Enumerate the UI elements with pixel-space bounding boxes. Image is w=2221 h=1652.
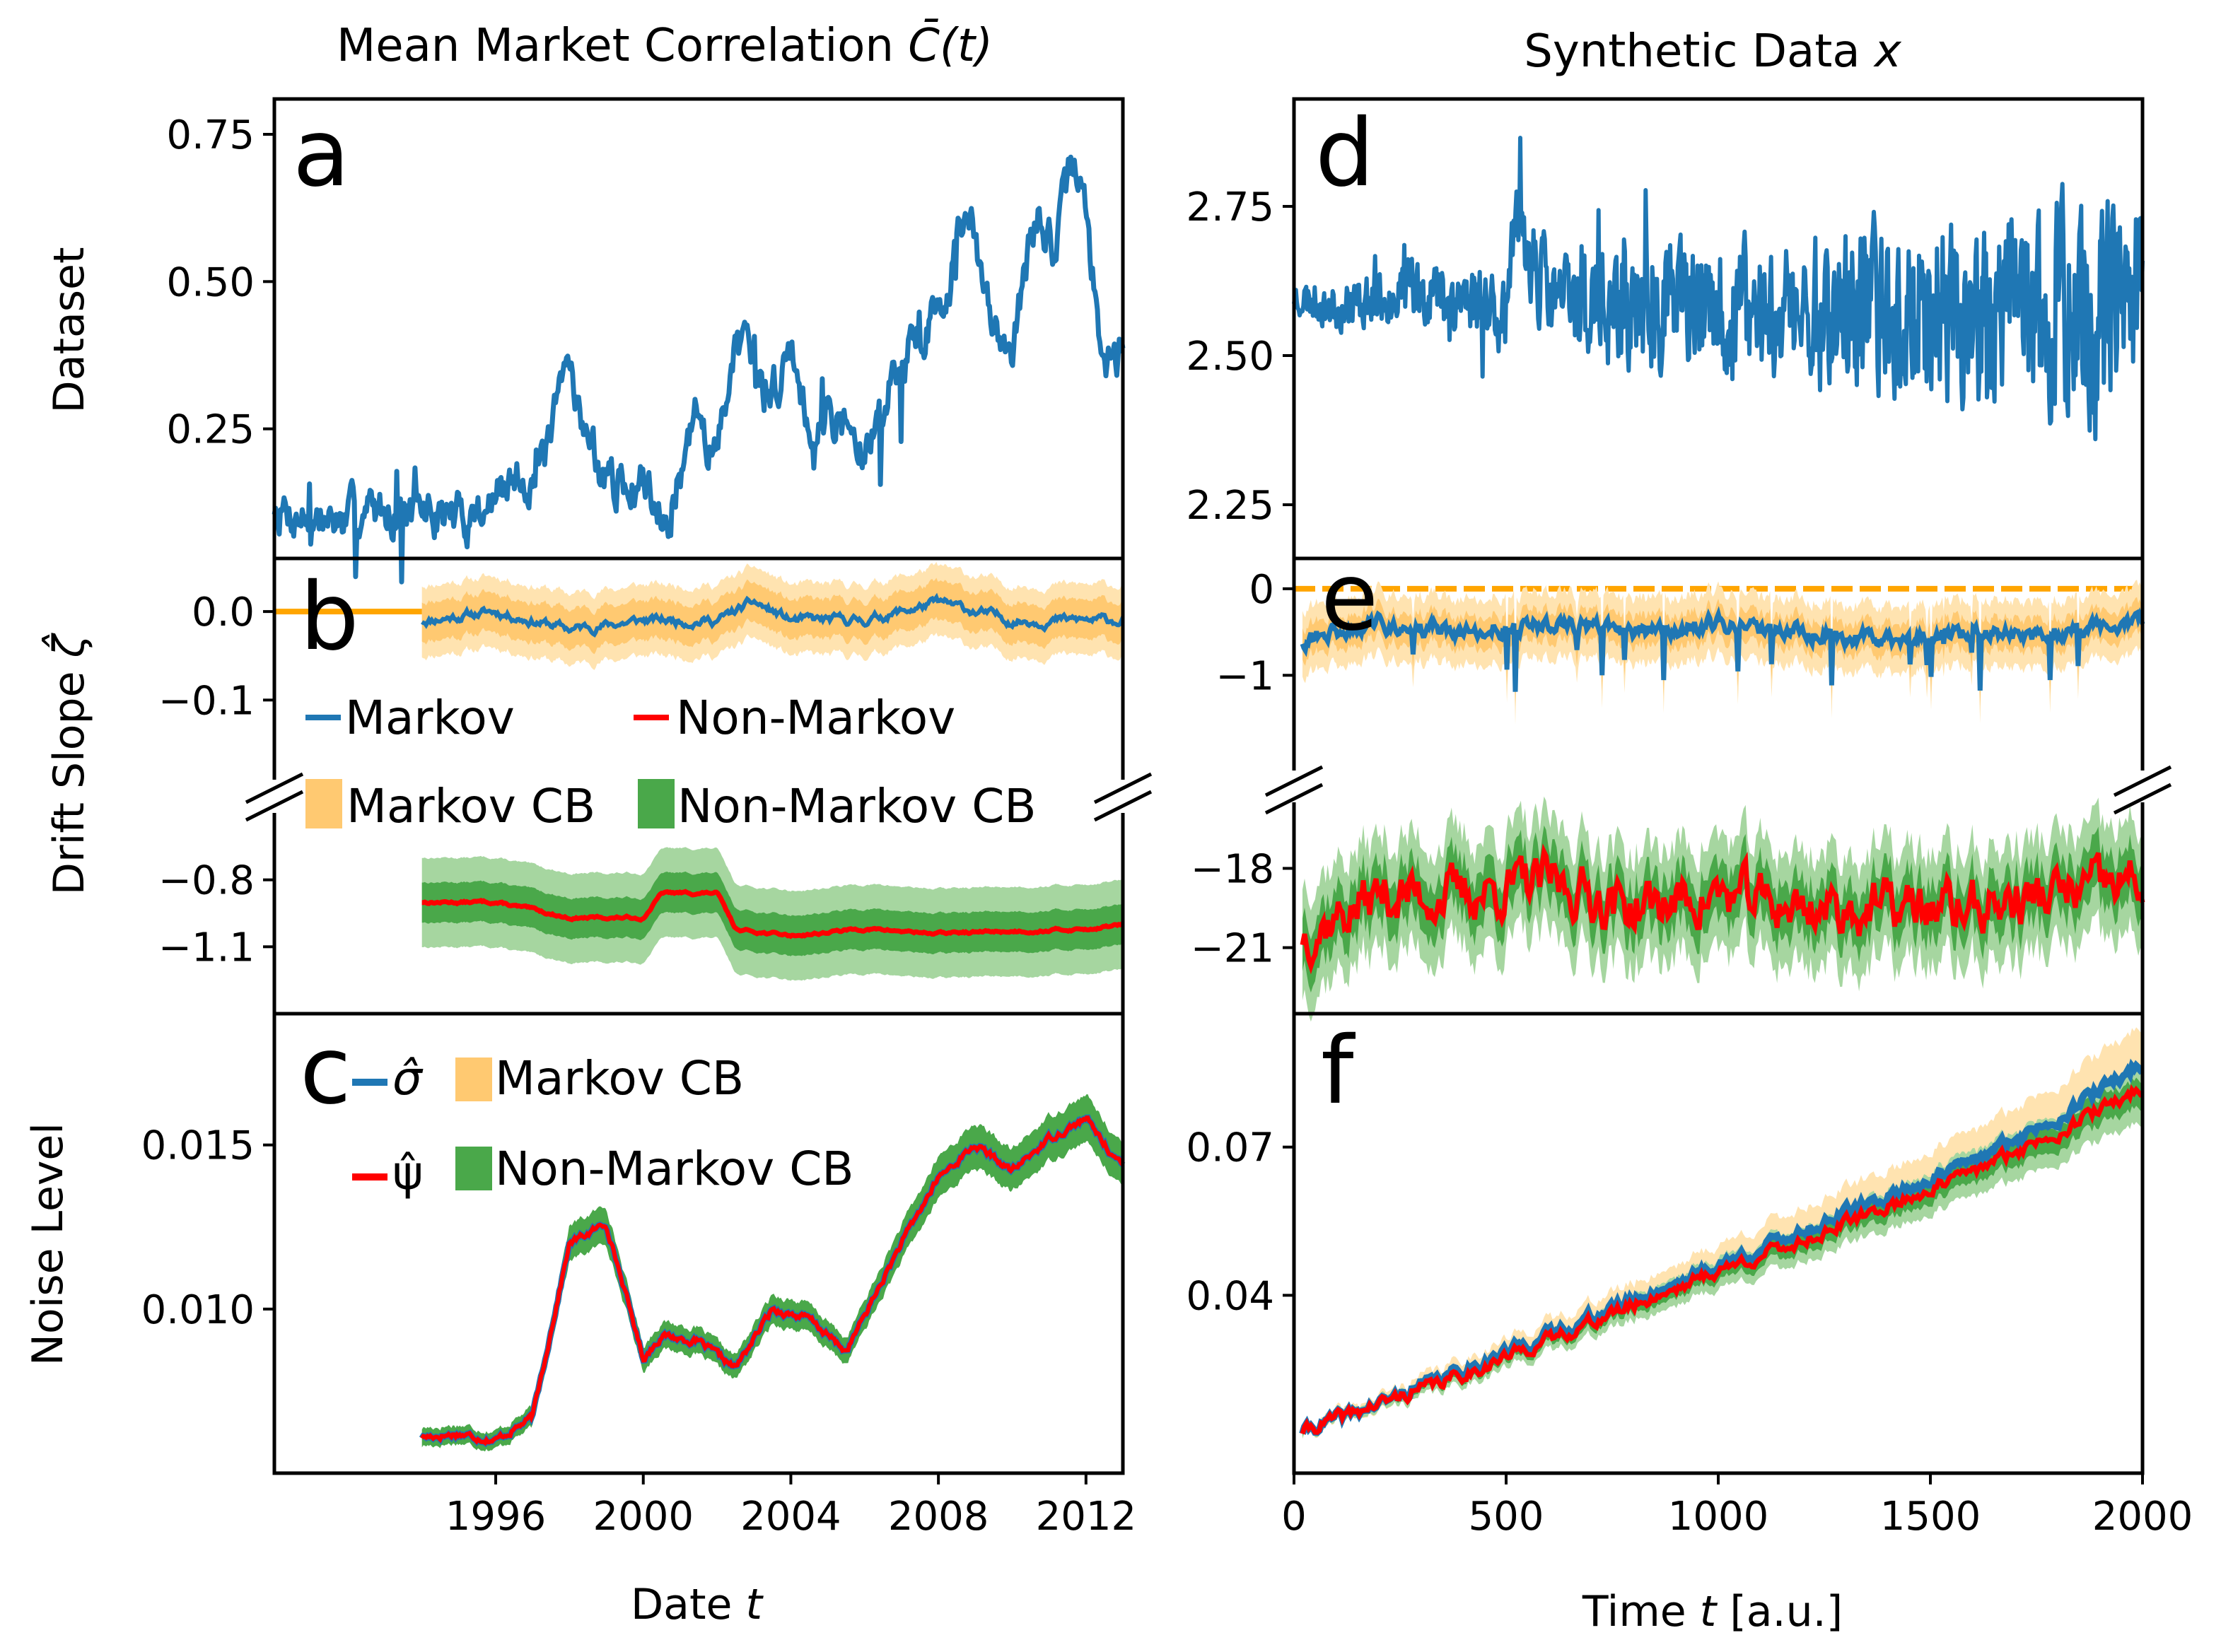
legend-non-markov-cb-label: Non-Markov CB: [677, 779, 1037, 833]
legend-markov-cb-swatch: [305, 779, 342, 828]
panel-letter-e: e: [1321, 543, 1378, 652]
f-x-tick-label: 1500: [1880, 1494, 1981, 1540]
ylabel-noise-level: Noise Level: [23, 1123, 73, 1366]
legend-non-markov-cb-swatch: [638, 779, 675, 828]
legend-sigma-swatch: [352, 1079, 387, 1086]
a-y-tick-label: 0.25: [166, 407, 255, 453]
b-yu-tick-label: 0.0: [192, 590, 255, 635]
c-x-tick-label: 1996: [445, 1494, 547, 1540]
axis-break-marks: [245, 765, 2172, 822]
line-markov-e: [1300, 606, 2145, 692]
legend-non-markov-cb-label-c: Non-Markov CB: [495, 1142, 854, 1196]
right-title: Synthetic Data x: [1524, 25, 1902, 78]
legend-psi-label: ψ̂: [392, 1146, 424, 1200]
break-mark-e-left: [1264, 765, 1324, 815]
f-y-tick-label: 0.07: [1186, 1125, 1274, 1171]
e-yu-tick-label: −1: [1216, 653, 1274, 699]
axis-frames: [272, 97, 2145, 1475]
frame-b: [272, 558, 1125, 1016]
panel-letter-a: a: [293, 99, 350, 208]
f-x-tick-label: 500: [1469, 1494, 1544, 1540]
line-psi-f: [1300, 1084, 2144, 1435]
d-y-tick-label: 2.75: [1186, 184, 1274, 230]
frame-c: [272, 1012, 1125, 1475]
band-markov-outer-f: [1302, 1027, 2143, 1439]
legend-sigma-label: σ̂: [392, 1051, 424, 1106]
panel-letter-c: c: [300, 1017, 351, 1125]
legend-non-markov-cb-swatch-c: [455, 1147, 492, 1190]
left-title: Mean Market Correlation C̄(t): [337, 18, 993, 72]
b-yl-tick-label: −1.1: [158, 925, 255, 971]
band-c-inner: [421, 1094, 1123, 1452]
f-x-tick-label: 2000: [2092, 1494, 2193, 1540]
panel-a: [272, 154, 1126, 585]
b-yu-tick-label: −0.1: [158, 678, 255, 724]
frame-d: [1292, 97, 2145, 561]
line-mean-market-correlation: [272, 154, 1126, 585]
f-x-tick-label: 0: [1281, 1494, 1307, 1540]
ylabel-drift-slope: Drift Slope ζ̂: [42, 632, 94, 895]
f-y-tick-label: 0.04: [1186, 1273, 1274, 1319]
a-y-tick-label: 0.75: [166, 112, 255, 158]
panel-letter-d: d: [1315, 99, 1375, 208]
panel-e: [1294, 580, 2145, 1022]
xlabel-time: Time t [a.u.]: [1582, 1587, 1843, 1636]
line-non-markov-e: [1300, 843, 2145, 975]
ylabel-dataset: Dataset: [45, 247, 94, 414]
b-yl-tick-label: −0.8: [158, 858, 255, 904]
break-mark-b-left: [245, 772, 304, 822]
e-yl-tick-label: −18: [1191, 846, 1274, 892]
band-markov-outer-e: [1302, 580, 2143, 725]
c-x-tick-label: 2000: [593, 1494, 694, 1540]
panel-letter-f: f: [1321, 1017, 1356, 1125]
line-non-markov-b: [421, 889, 1124, 939]
legend-markov-cb-label-c: Markov CB: [495, 1051, 744, 1106]
frame-a: [272, 97, 1125, 561]
c-x-tick-label: 2008: [888, 1494, 989, 1540]
line-markov-b: [421, 592, 1125, 638]
xlabel-date: Date t: [631, 1580, 764, 1629]
break-mark-e-right: [2113, 765, 2172, 815]
c-x-tick-label: 2012: [1036, 1494, 1137, 1540]
panel-c: [419, 1094, 1126, 1452]
legend-drift: Markov Non-Markov Markov CB Non-Markov C…: [305, 691, 1037, 833]
legend-non-markov-label: Non-Markov: [676, 691, 955, 745]
break-mark-b-right: [1093, 772, 1153, 822]
e-yl-tick-label: −21: [1191, 926, 1274, 972]
panel-d: [1292, 136, 2145, 442]
c-y-tick-label: 0.010: [141, 1287, 255, 1333]
d-y-tick-label: 2.25: [1186, 483, 1274, 529]
frame-e: [1292, 558, 2145, 1016]
legend-psi-swatch: [352, 1173, 387, 1181]
d-y-tick-label: 2.50: [1186, 334, 1274, 380]
line-psi-c: [420, 1115, 1125, 1446]
a-y-tick-label: 0.50: [166, 259, 255, 305]
f-x-tick-label: 1000: [1668, 1494, 1769, 1540]
band-markov-inner: [421, 578, 1123, 655]
e-yu-tick-label: 0: [1249, 567, 1274, 613]
panel-f: [1299, 1027, 2145, 1439]
legend-noise: σ̂ Markov CB ψ̂ Non-Markov CB: [352, 1051, 854, 1200]
axis-ticks: 0.25 0.50 0.75 0.0 −0.1 −0.8 −1.1 0.010 0.015 199…: [141, 112, 2193, 1540]
c-x-tick-label: 2004: [740, 1494, 841, 1540]
legend-markov-cb-swatch-c: [455, 1058, 492, 1101]
panel-b: [274, 561, 1125, 981]
panel-letter-b: b: [300, 563, 359, 672]
legend-markov-label: Markov: [345, 691, 515, 745]
legend-non-markov-swatch: [634, 715, 669, 720]
legend-markov-cb-label: Markov CB: [346, 779, 595, 833]
legend-markov-swatch: [305, 715, 341, 720]
c-y-tick-label: 0.015: [141, 1123, 255, 1169]
frame-f: [1292, 1012, 2145, 1475]
line-synthetic-data: [1292, 136, 2145, 442]
